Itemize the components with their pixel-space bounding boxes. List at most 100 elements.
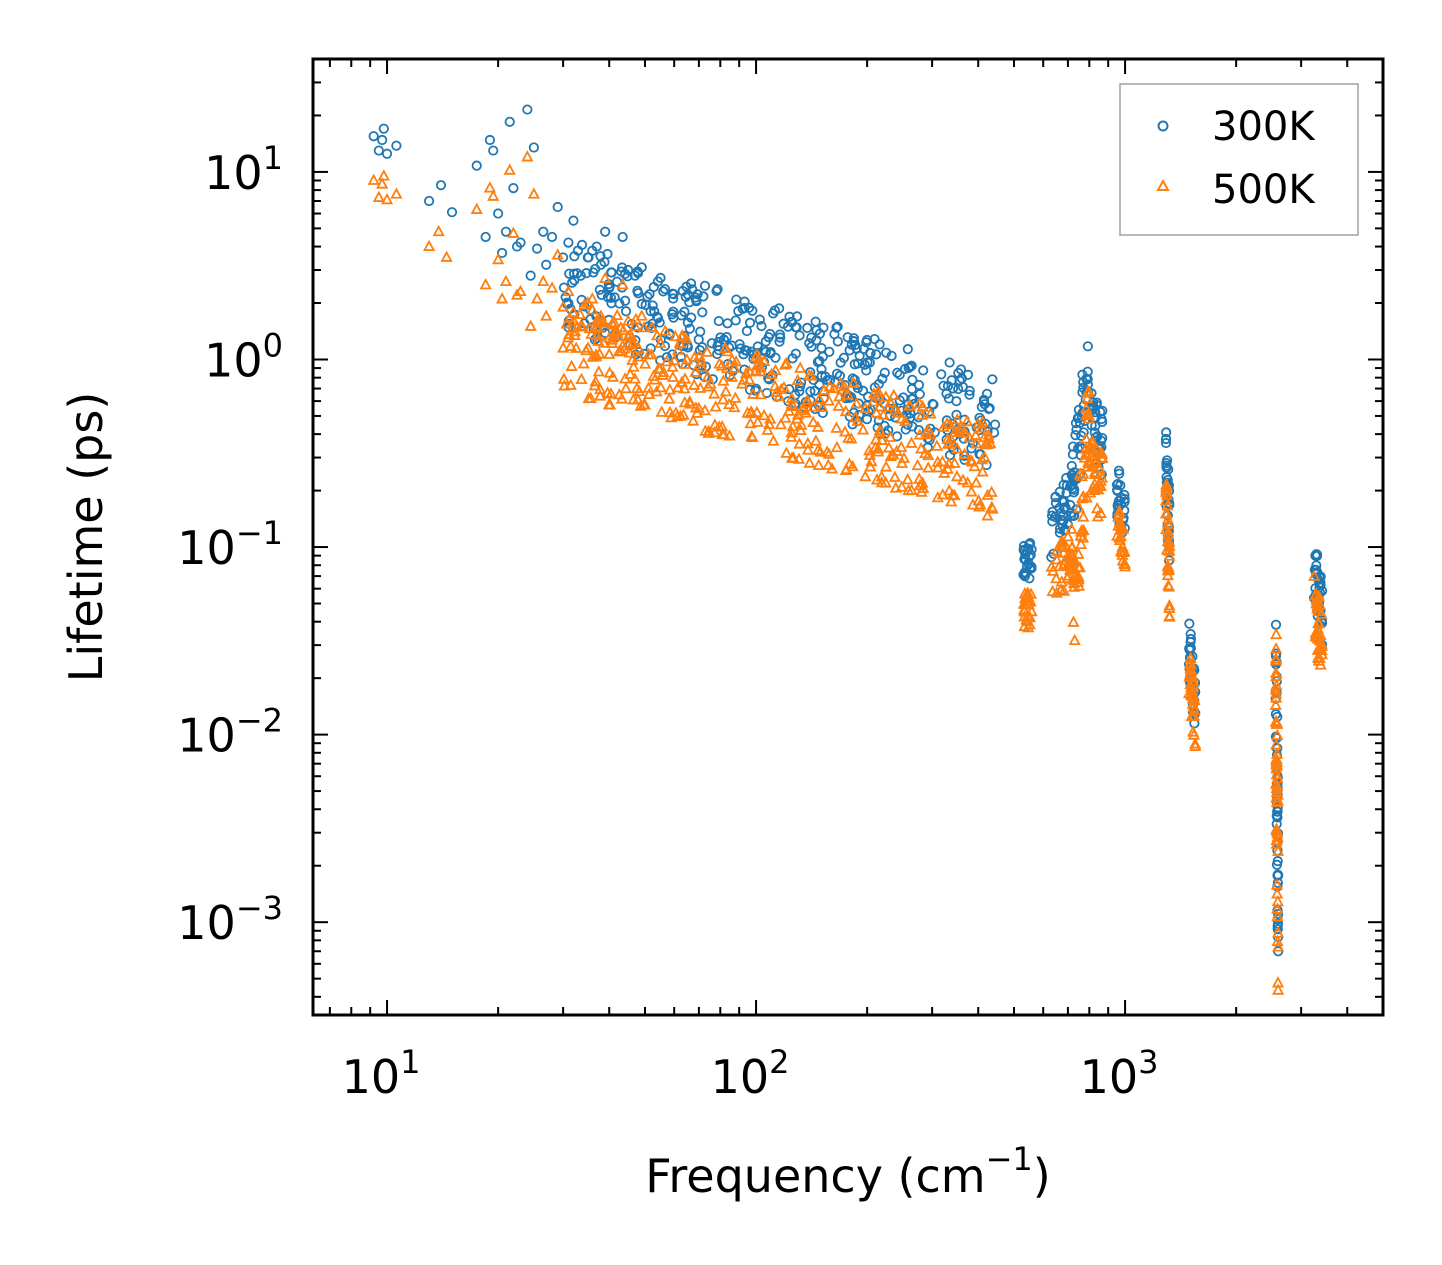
data-point-500K: [941, 432, 954, 445]
data-point-300K: [802, 322, 813, 334]
data-point-300K: [572, 245, 584, 256]
data-point-500K: [583, 321, 596, 334]
data-point-500K: [558, 379, 571, 391]
data-point-300K: [1272, 856, 1283, 867]
data-point-300K: [795, 377, 807, 388]
data-point-300K: [658, 286, 669, 297]
data-point-500K: [851, 414, 864, 426]
data-point-300K: [471, 160, 482, 171]
data-point-500K: [1314, 658, 1327, 670]
data-point-300K: [373, 145, 384, 156]
data-point-300K: [816, 342, 827, 354]
data-point-500K: [915, 442, 928, 454]
data-point-500K: [943, 484, 956, 496]
data-point-500K: [1017, 597, 1031, 609]
data-point-500K: [1163, 609, 1176, 621]
data-point-300K: [784, 384, 795, 395]
x-tick-labels: 101 102 103: [342, 1043, 1159, 1104]
data-point-500K: [822, 394, 835, 406]
data-point-500K: [689, 365, 702, 377]
data-point-500K: [372, 190, 385, 202]
data-point-500K: [950, 469, 964, 482]
data-point-500K: [619, 381, 633, 394]
data-point-500K: [814, 445, 827, 457]
data-point-500K: [567, 314, 580, 326]
data-point-300K: [588, 267, 599, 278]
data-point-500K: [1270, 768, 1283, 780]
data-point-500K: [678, 372, 692, 384]
data-point-300K: [581, 268, 592, 279]
data-point-500K: [774, 417, 787, 430]
data-point-500K: [864, 460, 877, 472]
data-point-500K: [1270, 791, 1283, 803]
data-point-500K: [1311, 602, 1324, 614]
data-point-500K: [743, 373, 756, 385]
data-point-300K: [594, 284, 605, 295]
data-point-300K: [857, 385, 869, 396]
data-point-300K: [1114, 468, 1125, 479]
data-point-500K: [524, 319, 537, 331]
data-point-500K: [817, 383, 831, 396]
data-point-500K: [982, 428, 995, 440]
data-point-300K: [614, 298, 625, 309]
data-point-500K: [1118, 560, 1132, 572]
data-point-500K: [573, 307, 587, 319]
data-point-300K: [617, 231, 628, 243]
data-point-500K: [973, 500, 986, 512]
data-point-500K: [586, 303, 599, 315]
data-point-300K: [731, 294, 742, 305]
data-point-300K: [964, 389, 975, 400]
data-point-500K: [650, 329, 664, 341]
data-point-500K: [1161, 559, 1174, 571]
data-point-300K: [978, 394, 990, 405]
data-point-500K: [832, 399, 845, 411]
data-point-500K: [801, 443, 815, 455]
data-point-500K: [1161, 499, 1174, 511]
data-point-500K: [884, 430, 897, 442]
data-point-500K: [1271, 910, 1284, 922]
data-point-500K: [807, 400, 820, 412]
x-tick-label: 102: [711, 1043, 790, 1104]
data-point-500K: [1057, 557, 1071, 570]
data-point-500K: [751, 415, 764, 427]
data-point-500K: [1072, 572, 1085, 585]
data-point-300K: [504, 116, 515, 127]
data-point-500K: [960, 414, 974, 427]
data-point-300K: [659, 340, 671, 352]
data-point-300K: [636, 298, 647, 309]
data-point-500K: [957, 426, 971, 438]
data-point-500K: [479, 277, 492, 290]
data-point-500K: [666, 370, 680, 382]
data-point-500K: [924, 427, 937, 440]
data-point-500K: [630, 381, 643, 394]
data-point-500K: [930, 439, 944, 451]
data-point-500K: [639, 357, 652, 369]
data-point-500K: [895, 440, 908, 452]
data-point-300K: [515, 237, 526, 248]
data-point-500K: [621, 314, 635, 326]
data-point-500K: [834, 377, 847, 389]
data-point-300K: [1068, 487, 1079, 498]
data-point-500K: [924, 407, 937, 419]
data-point-500K: [793, 437, 806, 449]
data-point-500K: [1161, 564, 1174, 576]
data-point-500K: [567, 305, 580, 318]
data-point-500K: [778, 358, 792, 370]
data-point-500K: [729, 391, 742, 403]
data-point-300K: [1273, 870, 1284, 881]
data-point-500K: [981, 488, 994, 500]
data-point-500K: [830, 440, 844, 453]
data-point-500K: [625, 337, 638, 350]
data-point-500K: [564, 378, 577, 390]
data-point-500K: [618, 341, 631, 354]
data-point-500K: [1270, 678, 1283, 691]
data-point-300K: [854, 350, 865, 361]
data-point-500K: [671, 343, 685, 355]
data-point-500K: [1065, 522, 1078, 534]
data-point-500K: [377, 169, 390, 181]
data-point-500K: [691, 406, 704, 418]
data-point-300K: [966, 443, 977, 454]
data-point-500K: [780, 446, 793, 458]
data-point-300K: [600, 226, 611, 237]
data-point-500K: [637, 321, 651, 333]
